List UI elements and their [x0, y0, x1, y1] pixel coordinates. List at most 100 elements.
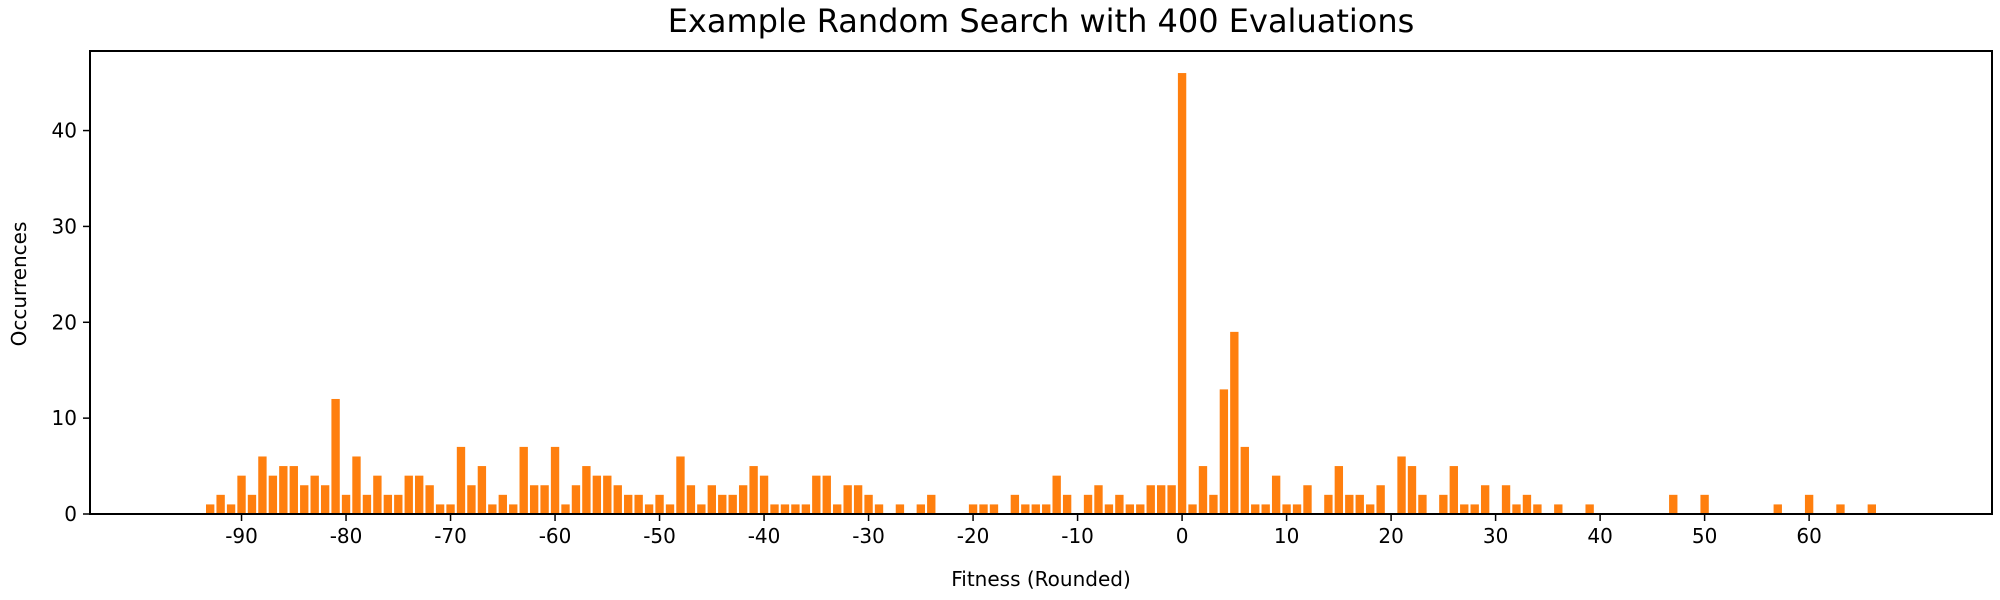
bar [853, 485, 863, 514]
bar [289, 466, 298, 514]
bar [383, 494, 393, 514]
x-tick-label: -60 [539, 524, 572, 548]
bar [770, 504, 779, 514]
x-tick-label: -10 [1061, 524, 1094, 548]
bar [1522, 494, 1532, 514]
bar [592, 475, 602, 514]
bar [874, 504, 884, 514]
bar [1355, 494, 1364, 514]
bar [1449, 466, 1458, 514]
chart-title: Example Random Search with 400 Evaluatio… [668, 2, 1415, 40]
bar [435, 504, 445, 514]
bar [415, 475, 424, 514]
bar [362, 494, 372, 514]
bar [707, 485, 716, 514]
bar [446, 504, 455, 514]
bar [1282, 504, 1291, 514]
bar [738, 485, 748, 514]
bar [1230, 331, 1239, 514]
y-axis-label: Occurrences [7, 222, 31, 347]
bar [1146, 485, 1155, 514]
bar [1439, 494, 1448, 514]
bar [456, 446, 466, 514]
bar [780, 504, 790, 514]
bar [1261, 504, 1270, 514]
bar [341, 494, 351, 514]
bar [1209, 494, 1218, 514]
x-tick-label: -50 [643, 524, 676, 548]
bar [1460, 504, 1469, 514]
bar [498, 494, 507, 514]
bar [488, 504, 497, 514]
bar [1376, 485, 1385, 514]
bar [1512, 504, 1521, 514]
bar [791, 504, 800, 514]
bar [1240, 446, 1249, 514]
bar [540, 485, 549, 514]
x-tick-label: -40 [748, 524, 781, 548]
bar [373, 475, 382, 514]
bar [1324, 494, 1333, 514]
bar [1407, 466, 1417, 514]
bar [226, 504, 236, 514]
bar [1042, 504, 1051, 514]
bar [1104, 504, 1114, 514]
x-tick-label: 0 [1176, 524, 1189, 548]
bar [1345, 494, 1354, 514]
bar [1470, 504, 1479, 514]
bar [624, 494, 633, 514]
bar [1418, 494, 1427, 514]
plot-frame [89, 50, 1993, 515]
bar [634, 494, 643, 514]
bar [812, 475, 821, 514]
bar [268, 475, 278, 514]
x-tick-label: -80 [330, 524, 363, 548]
bar [571, 485, 581, 514]
bar [237, 475, 246, 514]
bar [550, 446, 560, 514]
bar [247, 494, 257, 514]
bar [519, 446, 528, 514]
bar [1052, 475, 1061, 514]
bar [968, 504, 978, 514]
x-axis-ticks: -90 -80 -70 -60 -50 -40 -30 -20 -10 0 10 20 30 40 50 60 [225, 514, 1822, 548]
y-tick-label: 10 [52, 406, 77, 430]
bar [331, 398, 340, 514]
bar [822, 475, 831, 514]
bar [216, 494, 225, 514]
bar [864, 494, 873, 514]
bar [686, 485, 696, 514]
bar [613, 485, 622, 514]
bar [644, 504, 654, 514]
bar [1836, 504, 1845, 514]
bar [582, 466, 591, 514]
bar [676, 456, 685, 514]
x-tick-label: -70 [434, 524, 467, 548]
bar [665, 504, 675, 514]
bar [1292, 504, 1302, 514]
bar [1303, 485, 1312, 514]
bar [1010, 494, 1020, 514]
x-tick-label: -20 [957, 524, 990, 548]
bar [1125, 504, 1135, 514]
bar [833, 504, 842, 514]
bar [801, 504, 811, 514]
bar [1867, 504, 1876, 514]
bar [1094, 485, 1103, 514]
bar [206, 504, 215, 514]
bar [1115, 494, 1124, 514]
bar [1554, 504, 1563, 514]
y-tick-label: 0 [64, 502, 77, 526]
x-tick-label: 10 [1274, 524, 1299, 548]
x-tick-label: 60 [1796, 524, 1821, 548]
bar [1251, 504, 1260, 514]
bar [320, 485, 330, 514]
bar [927, 494, 936, 514]
bar [561, 504, 570, 514]
bar [1271, 475, 1281, 514]
x-tick-label: 40 [1587, 524, 1612, 548]
bars-group [206, 73, 1876, 515]
x-tick-label: -30 [852, 524, 885, 548]
bar [1021, 504, 1030, 514]
